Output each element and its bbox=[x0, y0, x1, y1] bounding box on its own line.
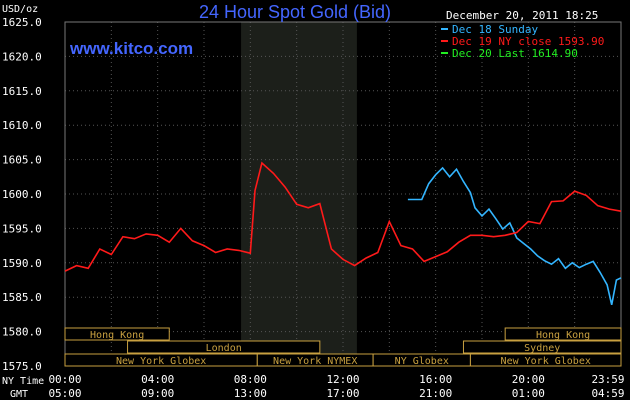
x-tick-label-ny: 20:00 bbox=[512, 373, 545, 386]
x-tick-label-ny: 08:00 bbox=[234, 373, 267, 386]
nymex-session-band bbox=[241, 22, 357, 366]
date-label: December 20, 2011 18:25 bbox=[446, 9, 598, 22]
session-bar bbox=[64, 327, 170, 341]
session-label: Hong Kong bbox=[536, 330, 590, 341]
session-label: Hong Kong bbox=[90, 330, 144, 341]
x-tick-label-gmt: 09:00 bbox=[141, 387, 174, 400]
y-tick-label: 1575.0 bbox=[2, 360, 42, 373]
x-tick-label-ny: 00:00 bbox=[48, 373, 81, 386]
series-dec19-line bbox=[64, 161, 622, 272]
legend-entry: Dec 19 NY close 1593.90 bbox=[452, 35, 604, 48]
watermark: www.kitco.com bbox=[69, 39, 193, 58]
y-tick-label: 1600.0 bbox=[2, 188, 42, 201]
x-tick-label-gmt: 01:00 bbox=[512, 387, 545, 400]
x-tick-label-ny: 16:00 bbox=[419, 373, 452, 386]
x-tick-label-gmt: 05:00 bbox=[48, 387, 81, 400]
chart-title: 24 Hour Spot Gold (Bid) bbox=[199, 2, 391, 22]
session-bar bbox=[127, 340, 321, 354]
gmt-label: GMT bbox=[10, 389, 28, 400]
x-tick-label-gmt: 04:59 bbox=[591, 387, 624, 400]
session-label: Sydney bbox=[524, 343, 560, 354]
x-tick-label-gmt: 13:00 bbox=[234, 387, 267, 400]
legend-entry: Dec 18 Sunday bbox=[452, 23, 538, 36]
session-bar bbox=[469, 353, 622, 367]
x-tick-label-gmt: 17:00 bbox=[326, 387, 359, 400]
y-axis-label: USD/oz bbox=[2, 4, 38, 15]
x-tick-label-ny: 23:59 bbox=[591, 373, 624, 386]
session-label: NY Globex bbox=[395, 356, 449, 367]
ny-time-label: NY Time bbox=[2, 376, 44, 387]
y-tick-label: 1615.0 bbox=[2, 85, 42, 98]
y-tick-label: 1605.0 bbox=[2, 154, 42, 167]
session-label: London bbox=[206, 343, 242, 354]
y-tick-label: 1580.0 bbox=[2, 326, 42, 339]
y-tick-label: 1590.0 bbox=[2, 257, 42, 270]
session-bar bbox=[504, 327, 622, 341]
session-label: New York Globex bbox=[501, 356, 591, 367]
session-bar bbox=[462, 340, 622, 354]
session-label: New York NYMEX bbox=[273, 356, 357, 367]
y-tick-label: 1610.0 bbox=[2, 119, 42, 132]
y-tick-label: 1620.0 bbox=[2, 50, 42, 63]
session-label: New York Globex bbox=[116, 356, 206, 367]
x-tick-label-ny: 04:00 bbox=[141, 373, 174, 386]
x-tick-label-ny: 12:00 bbox=[326, 373, 359, 386]
y-tick-label: 1595.0 bbox=[2, 222, 42, 235]
legend-entry: Dec 20 Last 1614.90 bbox=[452, 47, 578, 60]
y-tick-label: 1585.0 bbox=[2, 291, 42, 304]
x-tick-label-gmt: 21:00 bbox=[419, 387, 452, 400]
series-dec18-line bbox=[407, 166, 622, 305]
y-tick-label: 1625.0 bbox=[2, 16, 42, 29]
